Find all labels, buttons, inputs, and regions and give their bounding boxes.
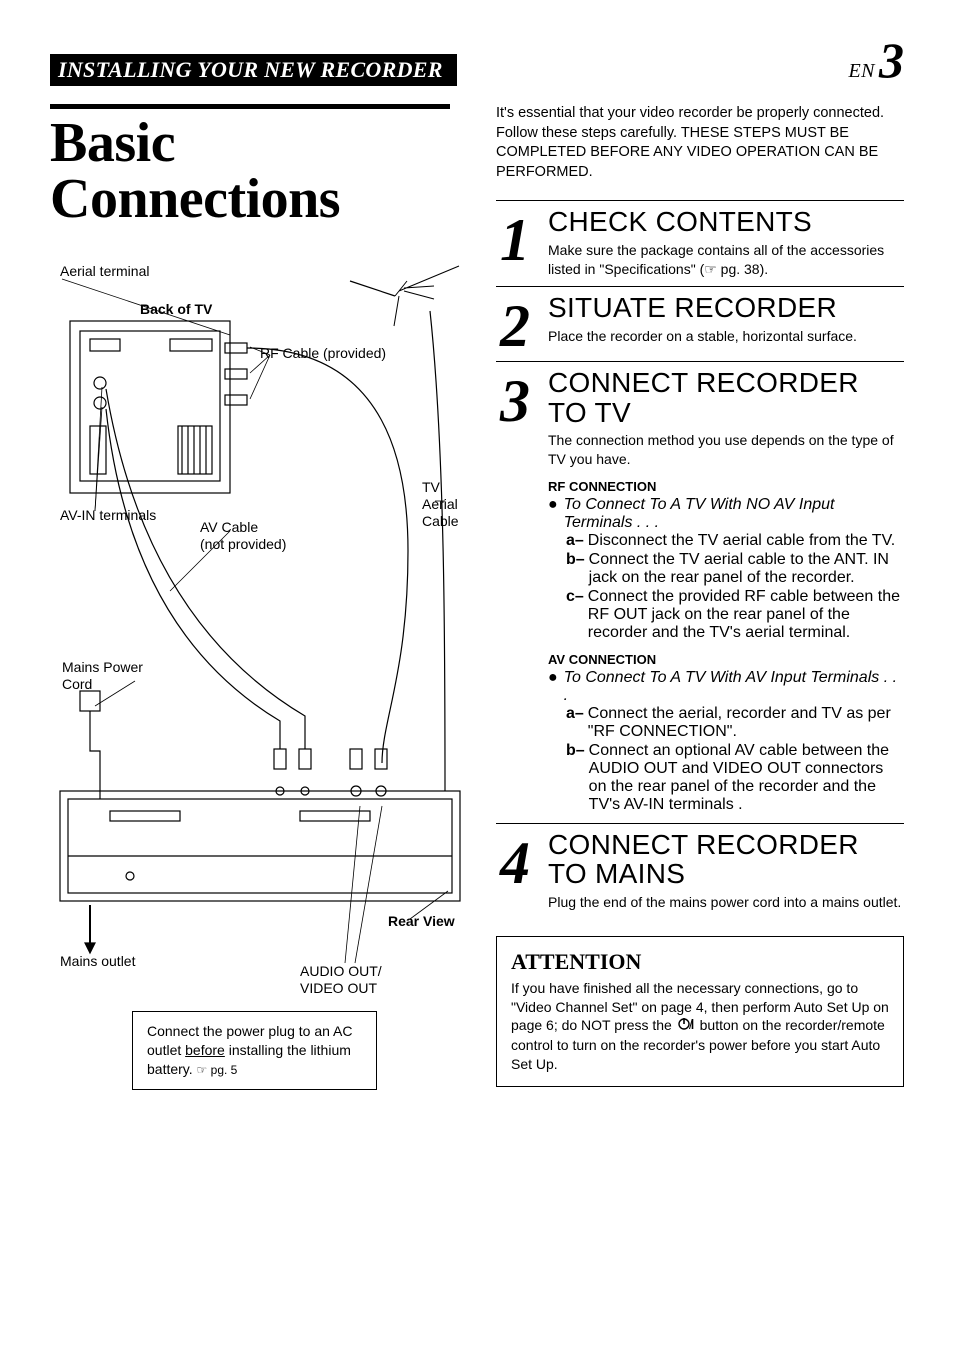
- bullet-icon: ●: [548, 496, 558, 532]
- step-4-title: CONNECT RECORDER TO MAINS: [548, 830, 904, 889]
- label-rear-view: Rear View: [388, 913, 455, 930]
- rf-heading: RF CONNECTION: [548, 479, 904, 494]
- rf-item-a: a–Disconnect the TV aerial cable from th…: [566, 532, 904, 550]
- rf-list: a–Disconnect the TV aerial cable from th…: [548, 532, 904, 642]
- main-heading: Basic Connections: [50, 115, 470, 227]
- av-list: a–Connect the aerial, recorder and TV as…: [548, 705, 904, 814]
- step-1: 1 CHECK CONTENTS Make sure the package c…: [496, 200, 904, 278]
- right-column: It's essential that your video recorder …: [496, 104, 904, 1087]
- diagram-caption-box: Connect the power plug to an AC outlet b…: [132, 1011, 377, 1090]
- av-heading: AV CONNECTION: [548, 652, 904, 667]
- caption-underlined: before: [185, 1042, 225, 1058]
- step-3-number: 3: [496, 374, 534, 815]
- connection-diagram: Aerial terminal Back of TV RF Cable (pro…: [50, 251, 470, 1051]
- step-4-body: Plug the end of the mains power cord int…: [548, 893, 904, 912]
- caption-ref: ☞ pg. 5: [197, 1063, 238, 1077]
- attention-text: If you have finished all the necessary c…: [511, 979, 889, 1074]
- attention-heading: ATTENTION: [511, 949, 889, 975]
- label-audio-video-out: AUDIO OUT/ VIDEO OUT: [300, 963, 382, 997]
- label-mains-cord: Mains Power Cord: [62, 659, 143, 693]
- label-av-in: AV-IN terminals: [60, 507, 156, 524]
- step-3: 3 CONNECT RECORDER TO TV The connection …: [496, 361, 904, 815]
- label-tv-aerial-cable: TV Aerial Cable: [422, 479, 459, 529]
- step-4: 4 CONNECT RECORDER TO MAINS Plug the end…: [496, 823, 904, 912]
- rf-item-c: c–Connect the provided RF cable between …: [566, 588, 904, 642]
- step-1-body: Make sure the package contains all of th…: [548, 241, 904, 279]
- page-number: 3: [879, 40, 904, 80]
- step-2-body: Place the recorder on a stable, horizont…: [548, 327, 904, 346]
- step-3-title: CONNECT RECORDER TO TV: [548, 368, 904, 427]
- step-2-title: SITUATE RECORDER: [548, 293, 904, 322]
- section-title: INSTALLING YOUR NEW RECORDER: [50, 54, 457, 86]
- page-header: INSTALLING YOUR NEW RECORDER EN 3: [50, 40, 904, 86]
- step-4-number: 4: [496, 836, 534, 912]
- left-column: Basic Connections: [50, 104, 470, 1087]
- step-1-number: 1: [496, 213, 534, 278]
- diagram-svg: [50, 251, 470, 1051]
- step-3-body: The connection method you use depends on…: [548, 431, 904, 469]
- av-item-a: a–Connect the aerial, recorder and TV as…: [566, 705, 904, 741]
- label-rf-cable: RF Cable (provided): [260, 345, 386, 362]
- av-item-b: b–Connect an optional AV cable between t…: [566, 742, 904, 814]
- rf-lead-text: To Connect To A TV With NO AV Input Term…: [564, 496, 904, 532]
- label-back-of-tv: Back of TV: [140, 301, 212, 318]
- rf-item-b: b–Connect the TV aerial cable to the ANT…: [566, 551, 904, 587]
- heading-rule: [50, 104, 450, 109]
- power-icon: /: [678, 1017, 694, 1036]
- step-2: 2 SITUATE RECORDER Place the recorder on…: [496, 286, 904, 353]
- label-av-cable: AV Cable (not provided): [200, 519, 286, 553]
- av-lead-text: To Connect To A TV With AV Input Termina…: [564, 669, 904, 705]
- attention-box: ATTENTION If you have finished all the n…: [496, 936, 904, 1087]
- label-aerial-terminal: Aerial terminal: [60, 263, 149, 280]
- step-2-number: 2: [496, 299, 534, 353]
- step-1-title: CHECK CONTENTS: [548, 207, 904, 236]
- bullet-icon: ●: [548, 669, 558, 705]
- label-mains-outlet: Mains outlet: [60, 953, 135, 970]
- intro-paragraph: It's essential that your video recorder …: [496, 104, 904, 182]
- rf-lead: ● To Connect To A TV With NO AV Input Te…: [548, 496, 904, 532]
- av-lead: ● To Connect To A TV With AV Input Termi…: [548, 669, 904, 705]
- page-language: EN: [848, 60, 875, 83]
